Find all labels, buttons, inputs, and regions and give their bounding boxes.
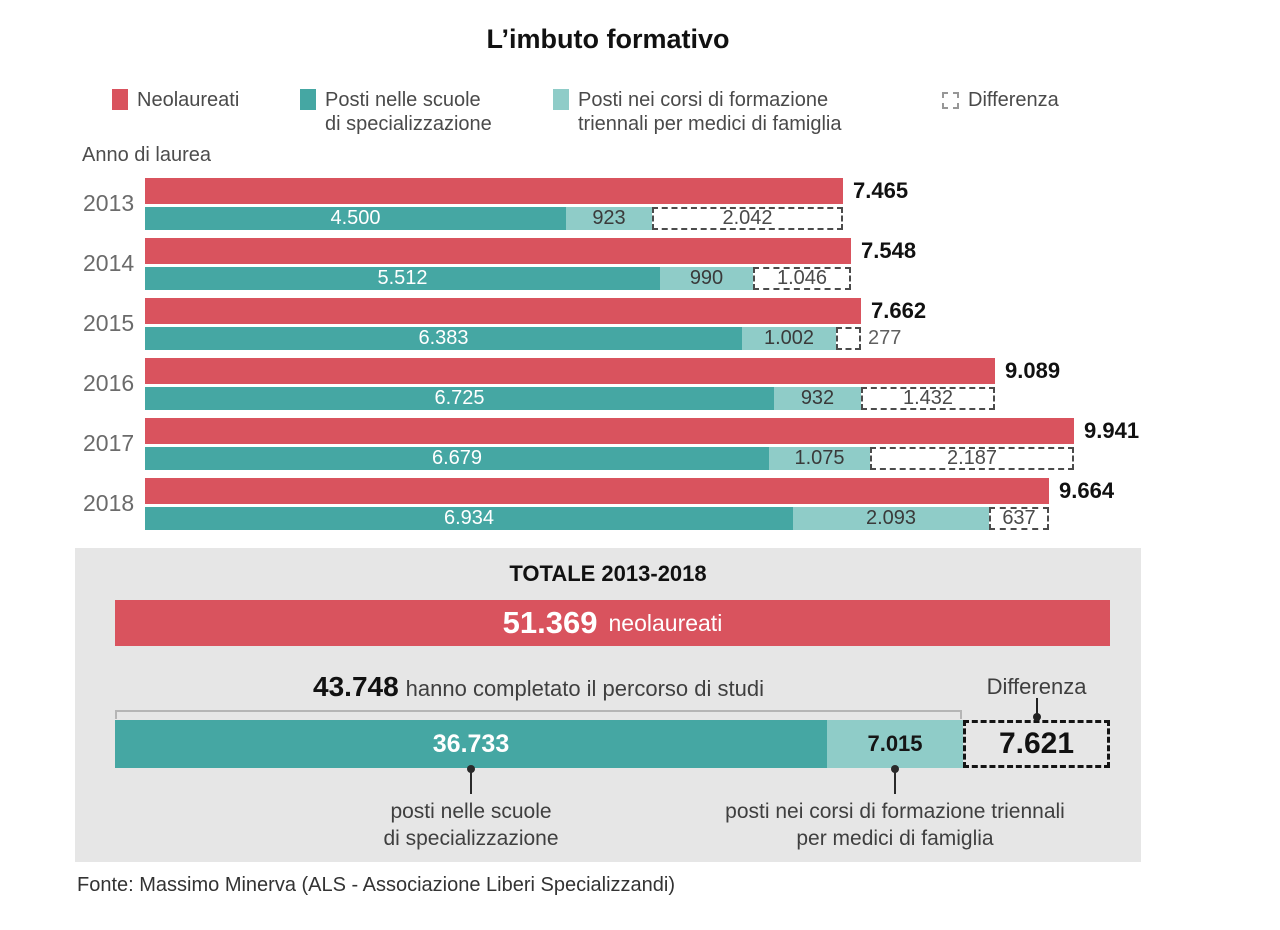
posti-stacked-bar: 6.725 932 1.432: [145, 387, 995, 410]
spec-caption: posti nelle scuole di specializzazione: [383, 800, 559, 850]
differenza-box: 637: [989, 507, 1049, 530]
formazione-swatch-icon: [553, 89, 569, 110]
corsi-caption: posti nei corsi di formazione triennali …: [725, 800, 1065, 850]
axis-label-anno-di-laurea: Anno di laurea: [82, 144, 211, 166]
differenza-label: Differenza: [986, 674, 1087, 699]
totale-panel: TOTALE 2013-2018 51.369 neolaureati 43.7…: [75, 548, 1141, 862]
spec-leader-line: [467, 765, 475, 794]
neolaureati-bar: [145, 298, 861, 324]
posti-stacked-bar: 6.934 2.093 637: [145, 507, 1049, 530]
specializzazione-segment: 6.679: [145, 447, 769, 470]
year-row-2017: 2017 9.941 6.679 1.075 2.187: [0, 418, 1280, 478]
posti-stacked-bar: 6.383 1.002 277: [145, 327, 901, 350]
year-label: 2014: [83, 250, 135, 276]
year-bars-chart: 2013 7.465 4.500 923 2.042 2014 7.548 5.512 990 1…: [0, 178, 1280, 538]
differenza-pointer-line: [1032, 698, 1041, 721]
totale-title: TOTALE 2013-2018: [509, 561, 707, 586]
differenza-value-label: 277: [868, 327, 902, 349]
legend-label: Neolaureati: [137, 89, 240, 111]
year-label: 2013: [83, 190, 135, 216]
totale-specializzazione-value: 36.733: [432, 729, 510, 758]
formazione-segment: 923: [566, 207, 652, 230]
differenza-box: 1.432: [861, 387, 995, 410]
neolaureati-value-label: 7.548: [861, 238, 917, 263]
totale-differenza-value: 7.621: [998, 727, 1075, 760]
formazione-segment: 2.093: [793, 507, 989, 530]
specializzazione-segment: 6.725: [145, 387, 774, 410]
year-row-2016: 2016 9.089 6.725 932 1.432: [0, 358, 1280, 418]
specializzazione-segment: 5.512: [145, 267, 660, 290]
totale-neolaureati-bar: 51.369 neolaureati: [115, 600, 1110, 646]
neolaureati-bar: [145, 178, 843, 204]
legend-item-scuole-specializzazione: Posti nelle scuole di specializzazione: [300, 88, 492, 136]
neolaureati-value-label: 7.662: [871, 298, 927, 323]
neolaureati-value-label: 9.089: [1005, 358, 1061, 383]
neolaureati-value-label: 9.941: [1084, 418, 1140, 443]
legend-item-corsi-formazione: Posti nei corsi di formazione triennali …: [553, 88, 841, 136]
legend-label: Posti nelle scuole di specializzazione: [325, 89, 492, 135]
completed-bracket: [115, 710, 962, 719]
legend-item-neolaureati: Neolaureati: [112, 88, 239, 112]
totale-differenza-box: 7.621: [963, 720, 1110, 768]
posti-stacked-bar: 6.679 1.075 2.187: [145, 447, 1074, 470]
totale-neolaureati-value: 51.369: [502, 605, 598, 640]
specializzazione-swatch-icon: [300, 89, 316, 110]
formazione-segment: 990: [660, 267, 753, 290]
neolaureati-bar: [145, 478, 1049, 504]
year-row-2015: 2015 7.662 6.383 1.002 277: [0, 298, 1280, 358]
year-label: 2018: [83, 490, 135, 516]
completed-suffix: hanno completato il percorso di studi: [405, 676, 764, 701]
formazione-segment: 1.075: [769, 447, 870, 470]
source-text: Fonte: Massimo Minerva (ALS - Associazio…: [77, 874, 676, 896]
legend-label: Differenza: [968, 89, 1059, 111]
differenza-box: 2.187: [870, 447, 1074, 470]
year-label: 2015: [83, 310, 135, 336]
year-label: 2016: [83, 370, 135, 396]
totale-neolaureati-suffix: neolaureati: [608, 609, 723, 636]
year-row-2013: 2013 7.465 4.500 923 2.042: [0, 178, 1280, 238]
legend-item-differenza: Differenza: [942, 88, 1059, 112]
formazione-segment: 1.002: [742, 327, 836, 350]
neolaureati-bar: [145, 358, 995, 384]
completed-text: 43.748 hanno completato il percorso di st…: [115, 671, 962, 703]
completed-value: 43.748: [313, 671, 399, 702]
neolaureati-value-label: 9.664: [1059, 478, 1115, 503]
totale-formazione-segment: 7.015: [827, 720, 963, 768]
year-label: 2017: [83, 430, 135, 456]
year-row-2018: 2018 9.664 6.934 2.093 637: [0, 478, 1280, 538]
formazione-segment: 932: [774, 387, 861, 410]
corsi-leader-line: [891, 765, 899, 794]
totale-formazione-value: 7.015: [867, 731, 923, 756]
page-title: L’imbuto formativo: [486, 24, 730, 54]
neolaureati-swatch-icon: [112, 89, 128, 110]
totale-specializzazione-segment: 36.733: [115, 720, 827, 768]
differenza-swatch-icon: [942, 92, 959, 109]
legend-label: Posti nei corsi di formazione triennali …: [578, 89, 842, 135]
specializzazione-segment: 4.500: [145, 207, 566, 230]
neolaureati-value-label: 7.465: [853, 178, 909, 203]
differenza-box: 2.042: [652, 207, 843, 230]
neolaureati-bar: [145, 418, 1074, 444]
neolaureati-bar: [145, 238, 851, 264]
differenza-box: [836, 327, 861, 350]
specializzazione-segment: 6.383: [145, 327, 742, 350]
totale-posti-bar: 36.733 7.015 7.621: [115, 720, 1110, 768]
differenza-box: 1.046: [753, 267, 851, 290]
posti-stacked-bar: 4.500 923 2.042: [145, 207, 843, 230]
posti-stacked-bar: 5.512 990 1.046: [145, 267, 851, 290]
year-row-2014: 2014 7.548 5.512 990 1.046: [0, 238, 1280, 298]
specializzazione-segment: 6.934: [145, 507, 793, 530]
